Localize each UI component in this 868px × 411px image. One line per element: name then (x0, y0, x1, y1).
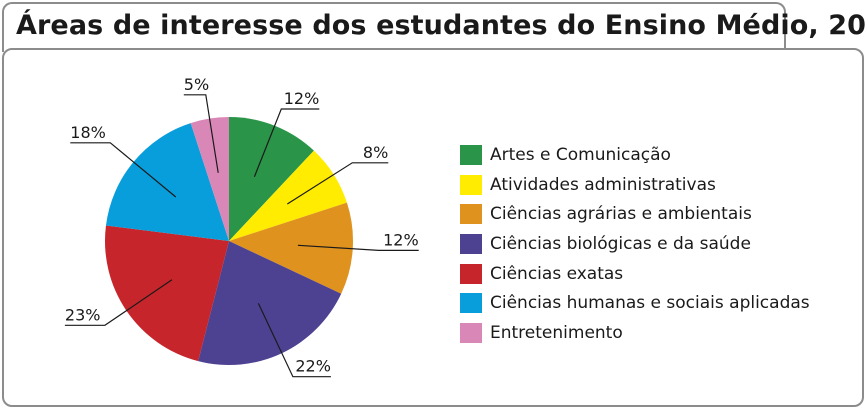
data-labels: 12% 8% 12% 22% 23% 18% 5% (65, 75, 419, 376)
legend-label: Ciências exatas (490, 263, 624, 284)
legend-swatch (460, 263, 482, 284)
legend-label: Atividades administrativas (490, 174, 716, 195)
legend-swatch (460, 174, 482, 195)
data-label-ciencias-agrarias-e-ambientais: 12% (383, 230, 419, 249)
legend-item-atividades-administrativas: Atividades administrativas (460, 170, 810, 200)
leader-lines (64, 94, 419, 378)
legend-item-artes-e-comunicacao: Artes e Comunicação (460, 140, 810, 170)
legend: Artes e Comunicação Atividades administra… (460, 140, 810, 348)
data-label-ciencias-humanas-e-sociais-aplicadas: 18% (70, 123, 106, 142)
leader-line-ciencias-biologicas-e-da-saude (257, 303, 331, 378)
title-tab: Áreas de interesse dos estudantes do Ens… (2, 2, 868, 52)
legend-item-ciencias-humanas-e-sociais-aplicadas: Ciências humanas e sociais aplicadas (460, 288, 810, 318)
legend-item-ciencias-exatas: Ciências exatas (460, 259, 810, 289)
data-label-artes-e-comunicacao: 12% (284, 89, 320, 108)
pie-slice-ciencias-humanas-e-sociais-aplicadas (105, 123, 229, 241)
legend-label: Ciências agrárias e ambientais (490, 204, 752, 225)
leader-line-atividades-administrativas (286, 162, 389, 205)
legend-item-ciencias-biologicas-e-da-saude: Ciências biológicas e da saúde (460, 229, 810, 259)
pie-slice-entretenimento (190, 117, 229, 241)
pie-slices (105, 117, 354, 365)
pie-slice-atividades-administrativas (229, 150, 347, 241)
legend-item-entretenimento: Entretenimento (460, 318, 810, 348)
data-label-ciencias-biologicas-e-da-saude: 22% (295, 357, 331, 376)
pie-slice-ciencias-exatas (105, 225, 229, 362)
pie-slice-ciencias-agrarias-e-ambientais (229, 202, 354, 294)
leader-line-artes-e-comunicacao (253, 108, 320, 178)
pie-slice-ciencias-biologicas-e-da-saude (198, 241, 342, 365)
data-label-atividades-administrativas: 8% (363, 143, 388, 162)
chart-frame (2, 48, 864, 407)
legend-swatch (460, 144, 482, 165)
pie-slice-artes-e-comunicacao (229, 117, 314, 241)
leader-line-ciencias-humanas-e-sociais-aplicadas (70, 142, 177, 198)
legend-label: Ciências biológicas e da saúde (490, 233, 751, 254)
data-label-ciencias-exatas: 23% (65, 305, 101, 324)
leader-line-ciencias-exatas (64, 279, 173, 326)
leader-line-ciencias-agrarias-e-ambientais (297, 244, 419, 251)
data-label-entretenimento: 5% (184, 75, 209, 94)
legend-label: Ciências humanas e sociais aplicadas (490, 293, 810, 314)
legend-label: Artes e Comunicação (490, 144, 671, 165)
legend-item-ciencias-agrarias-e-ambientais: Ciências agrárias e ambientais (460, 199, 810, 229)
legend-swatch (460, 204, 482, 225)
leader-line-entretenimento (183, 94, 219, 173)
legend-swatch (460, 322, 482, 343)
legend-swatch (460, 233, 482, 254)
legend-label: Entretenimento (490, 322, 623, 343)
chart-title: Áreas de interesse dos estudantes do Ens… (16, 10, 868, 41)
legend-swatch (460, 293, 482, 314)
